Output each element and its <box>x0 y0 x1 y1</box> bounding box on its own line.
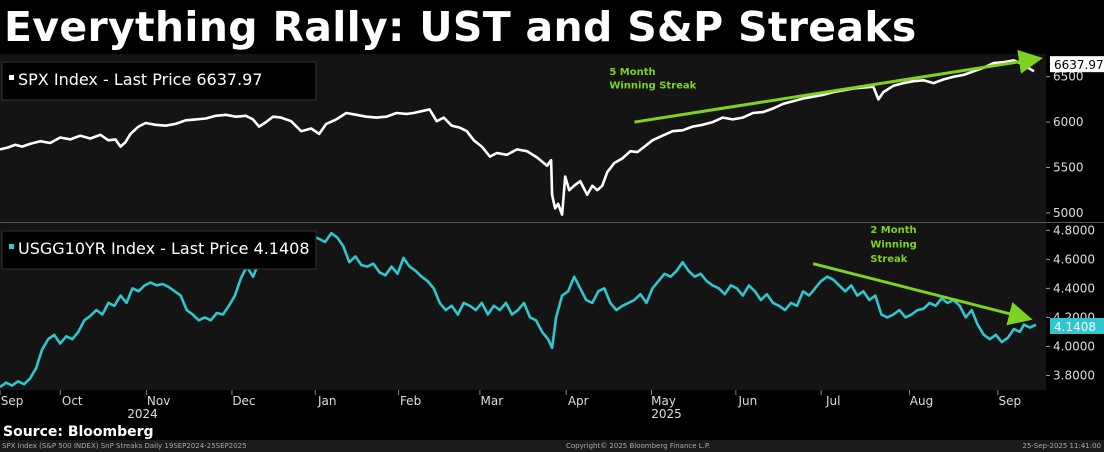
spx-annotation-line-2: Winning Streak <box>609 81 696 92</box>
page-title: Everything Rally: UST and S&P Streaks <box>4 3 917 51</box>
legend-box-1 <box>1 61 317 101</box>
x-tick-label-2: Nov <box>147 394 170 408</box>
x-tick-label-4: Jan <box>317 394 337 408</box>
x-tick-label-10: Jul <box>825 394 840 408</box>
source-label: Source: Bloomberg <box>3 424 154 440</box>
ust-annotation-line-3: Streak <box>870 254 907 265</box>
x-tick-label-9: Jun <box>737 394 757 408</box>
ust-annotation-line-2: Winning <box>870 240 916 251</box>
y-tick-label-2-0: 3.8000 <box>1053 368 1095 382</box>
y-tick-label-2-4: 4.6000 <box>1053 252 1095 266</box>
spx-annotation-line-1: 5 Month <box>609 67 655 78</box>
x-tick-label-6: Mar <box>481 394 504 408</box>
legend-1: SPX Index - Last Price 6637.97 <box>1 61 317 101</box>
x-year-label-1: 2025 <box>651 407 682 421</box>
legend-swatch-1 <box>9 75 14 80</box>
series-line-2 <box>0 231 1037 389</box>
legend-swatch-2 <box>9 244 14 249</box>
legend-label-2: USGG10YR Index - Last Price 4.1408 <box>18 239 310 258</box>
x-tick-label-3: Dec <box>232 394 255 408</box>
ust-annotation-line-1: 2 Month <box>870 225 916 236</box>
footer-bar: SPX Index (S&P 500 INDEX) SnP Streaks Da… <box>0 440 1104 452</box>
x-tick-label-11: Aug <box>910 394 933 408</box>
y-tick-label-1-0: 5000 <box>1053 206 1084 220</box>
x-tick-label-8: May <box>651 394 676 408</box>
x-tick-label-12: Sep <box>999 394 1022 408</box>
legend-label-1: SPX Index - Last Price 6637.97 <box>18 70 263 89</box>
legend-box-2 <box>1 230 317 270</box>
ust-streak-arrow <box>812 262 1033 326</box>
x-tick-label-5: Feb <box>400 394 421 408</box>
footer-copyright: Copyright© 2025 Bloomberg Finance L.P. <box>566 442 711 450</box>
y-tick-label-1-2: 6000 <box>1053 115 1084 129</box>
x-tick-label-7: Apr <box>568 394 589 408</box>
y-tick-label-1-1: 5500 <box>1053 161 1084 175</box>
footer-timestamp: 25-Sep-2025 11:41:00 <box>1022 442 1101 450</box>
spx-streak-arrow <box>634 50 1043 124</box>
x-tick-label-0: Sep <box>1 394 24 408</box>
x-tick-label-1: Oct <box>62 394 83 408</box>
y-tick-label-2-5: 4.8000 <box>1053 223 1095 237</box>
y-tick-label-2-1: 4.0000 <box>1053 339 1095 353</box>
footer-left: SPX Index (S&P 500 INDEX) SnP Streaks Da… <box>2 442 247 450</box>
last-value-label-2: 4.1408 <box>1054 320 1096 334</box>
last-value-badge-1 <box>1050 56 1104 73</box>
last-value-badge-2 <box>1050 317 1104 334</box>
legend-2: USGG10YR Index - Last Price 4.1408 <box>1 230 317 270</box>
y-tick-label-2-3: 4.4000 <box>1053 281 1095 295</box>
x-year-label-0: 2024 <box>127 407 158 421</box>
chart-area: 5000 5500 6000 6500 SPX Index - Last Price 6… <box>0 50 1104 421</box>
last-value-label-1: 6637.97 <box>1054 58 1104 72</box>
y-tick-label-1-3: 6500 <box>1053 70 1084 84</box>
